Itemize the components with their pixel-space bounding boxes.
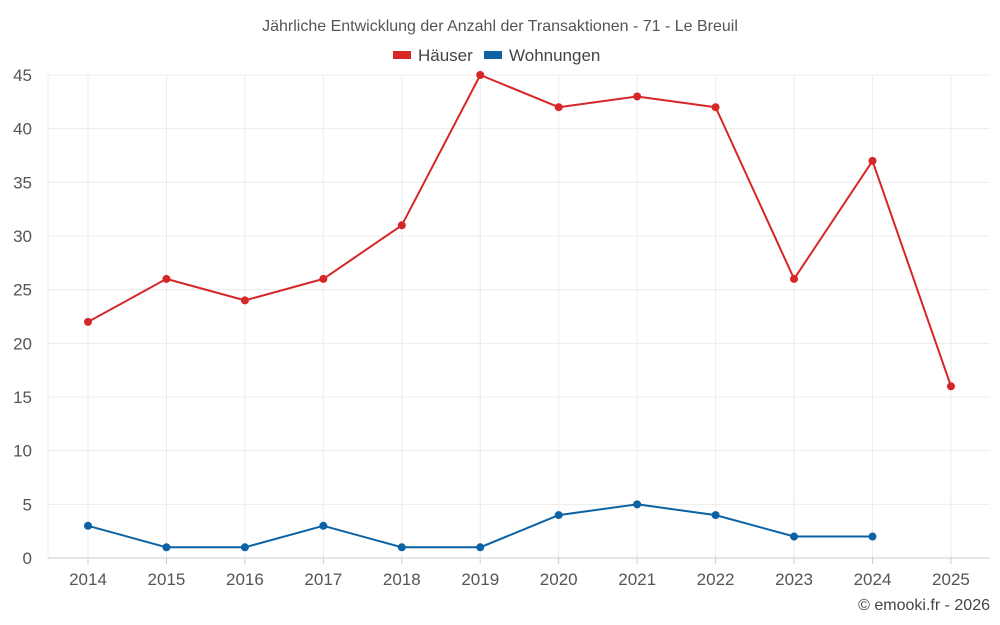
data-point-h-user[interactable] xyxy=(84,317,92,326)
data-point-h-user[interactable] xyxy=(711,103,720,112)
data-point-wohnungen[interactable] xyxy=(868,532,877,541)
chart-title: Jährliche Entwicklung der Anzahl der Tra… xyxy=(262,18,738,35)
x-tick-label: 2021 xyxy=(618,570,656,589)
legend-label-houses[interactable]: Häuser xyxy=(418,46,473,65)
data-point-wohnungen[interactable] xyxy=(554,511,563,520)
x-tick-label: 2015 xyxy=(148,570,186,589)
y-tick-label: 10 xyxy=(13,442,32,461)
legend-label-apartments[interactable]: Wohnungen xyxy=(509,46,600,65)
data-point-wohnungen[interactable] xyxy=(84,521,92,530)
y-tick-label: 25 xyxy=(13,281,32,300)
data-point-h-user[interactable] xyxy=(946,382,955,391)
data-point-wohnungen[interactable] xyxy=(476,543,485,552)
y-tick-label: 40 xyxy=(13,120,32,139)
series-layer xyxy=(84,71,955,552)
y-tick-label: 30 xyxy=(13,227,32,246)
data-point-h-user[interactable] xyxy=(790,274,799,283)
x-tick-label: 2022 xyxy=(697,570,735,589)
x-tick-label: 2024 xyxy=(854,570,892,589)
grid xyxy=(47,74,990,558)
data-point-wohnungen[interactable] xyxy=(633,500,642,509)
data-point-h-user[interactable] xyxy=(868,156,877,165)
series-line-h-user xyxy=(87,74,952,387)
x-axis: 2014 2015 2016 2017 2018 2019 2020 2021 2022 2023… xyxy=(48,557,990,589)
legend-swatch-apartments xyxy=(484,51,502,59)
data-point-wohnungen[interactable] xyxy=(711,511,720,520)
data-point-h-user[interactable] xyxy=(319,274,328,283)
x-tick-label: 2018 xyxy=(383,570,421,589)
x-tick-label: 2017 xyxy=(304,570,342,589)
y-tick-label: 15 xyxy=(13,388,32,407)
y-tick-label: 35 xyxy=(13,173,32,192)
x-tick-label: 2014 xyxy=(69,570,107,589)
data-point-wohnungen[interactable] xyxy=(790,532,799,541)
y-tick-label: 0 xyxy=(23,549,32,568)
legend: Häuser Wohnungen xyxy=(393,46,600,65)
y-tick-label: 45 xyxy=(13,66,32,85)
y-axis: 0 5 10 15 20 25 30 35 40 45 xyxy=(13,66,32,568)
x-tick-label: 2023 xyxy=(775,570,813,589)
data-point-h-user[interactable] xyxy=(162,274,171,283)
y-tick-label: 5 xyxy=(23,495,32,514)
data-point-h-user[interactable] xyxy=(633,92,642,101)
data-point-wohnungen[interactable] xyxy=(162,543,171,552)
data-point-h-user[interactable] xyxy=(240,296,249,305)
y-tick-label: 20 xyxy=(13,334,32,353)
x-tick-label: 2020 xyxy=(540,570,578,589)
data-point-wohnungen[interactable] xyxy=(319,521,328,530)
x-tick-label: 2025 xyxy=(932,570,970,589)
x-tick-label: 2019 xyxy=(461,570,499,589)
data-point-wohnungen[interactable] xyxy=(240,543,249,552)
x-tick-label: 2016 xyxy=(226,570,264,589)
credit: © emooki.fr - 2026 xyxy=(858,597,990,614)
data-point-wohnungen[interactable] xyxy=(397,543,406,552)
data-point-h-user[interactable] xyxy=(476,71,485,79)
data-point-h-user[interactable] xyxy=(554,103,563,112)
data-point-h-user[interactable] xyxy=(397,221,406,230)
legend-swatch-houses xyxy=(393,51,411,59)
